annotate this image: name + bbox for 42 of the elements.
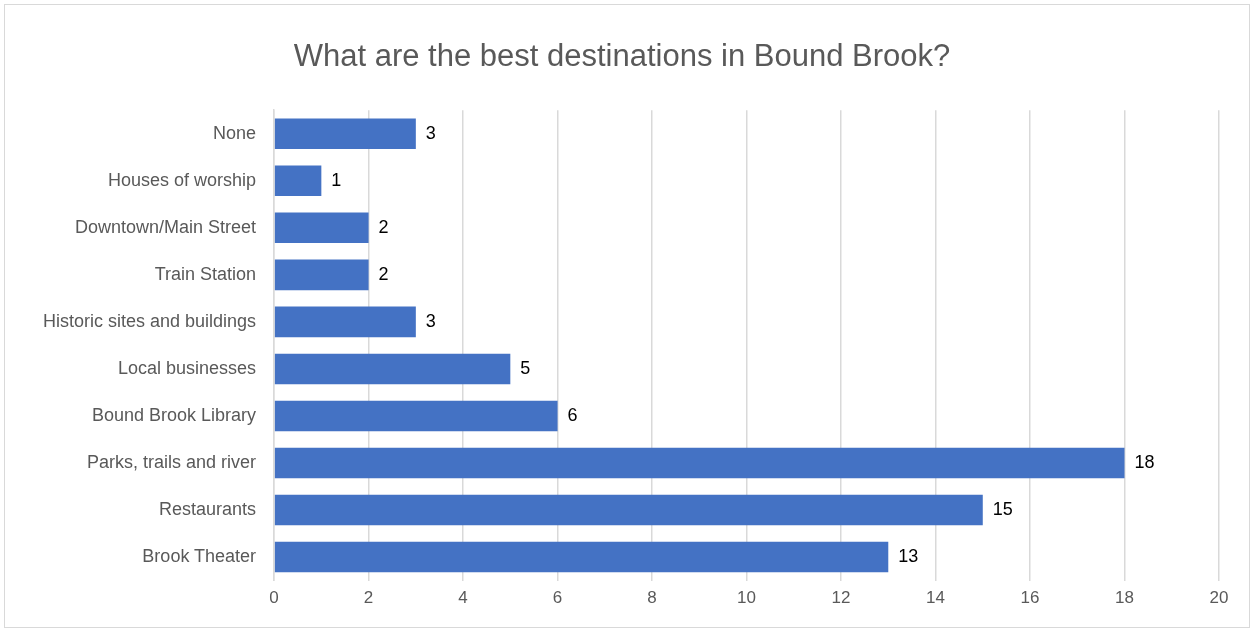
data-label: 5 (520, 357, 531, 378)
x-tick-label: 18 (1115, 588, 1134, 608)
y-tick-label: Historic sites and buildings (42, 310, 257, 331)
x-tick-label: 8 (647, 588, 657, 608)
data-label: 3 (425, 122, 436, 143)
y-tick-label: Train Station (154, 263, 257, 284)
data-label: 18 (1134, 451, 1155, 472)
data-label: 6 (567, 404, 578, 425)
bar (274, 353, 511, 385)
y-tick-label: None (213, 122, 257, 143)
x-tick-label: 6 (552, 588, 563, 608)
y-tick-label: Brook Theater (142, 546, 257, 567)
x-tick-label: 20 (1209, 588, 1229, 608)
data-label: 13 (898, 546, 919, 567)
y-tick-label: Parks, trails and river (87, 451, 257, 472)
data-label: 2 (378, 216, 389, 237)
y-tick-label: Restaurants (159, 499, 257, 520)
data-label: 3 (425, 310, 436, 331)
y-tick-label: Downtown/Main Street (75, 216, 257, 237)
y-tick-label: Bound Brook Library (92, 404, 257, 425)
bar (274, 494, 983, 526)
data-label: 1 (331, 169, 342, 190)
bar (274, 165, 322, 197)
bar (274, 400, 558, 432)
y-tick-label: Local businesses (118, 357, 257, 378)
chart-title: What are the best destinations in Bound Brook? (293, 38, 951, 74)
x-tick-label: 14 (926, 588, 945, 608)
bar (274, 541, 889, 573)
data-label: 15 (992, 499, 1013, 520)
x-tick-label: 0 (269, 588, 279, 608)
x-tick-label: 4 (458, 588, 468, 608)
x-tick-label: 2 (363, 588, 374, 608)
data-label: 2 (378, 263, 389, 284)
x-tick-label: 16 (1020, 588, 1040, 608)
bar (274, 118, 416, 150)
y-tick-label: Houses of worship (108, 169, 257, 190)
bar (274, 447, 1125, 479)
bar (274, 306, 416, 338)
x-tick-label: 12 (831, 588, 851, 608)
bar (274, 212, 369, 244)
x-tick-label: 10 (737, 588, 757, 608)
bar (274, 259, 369, 291)
